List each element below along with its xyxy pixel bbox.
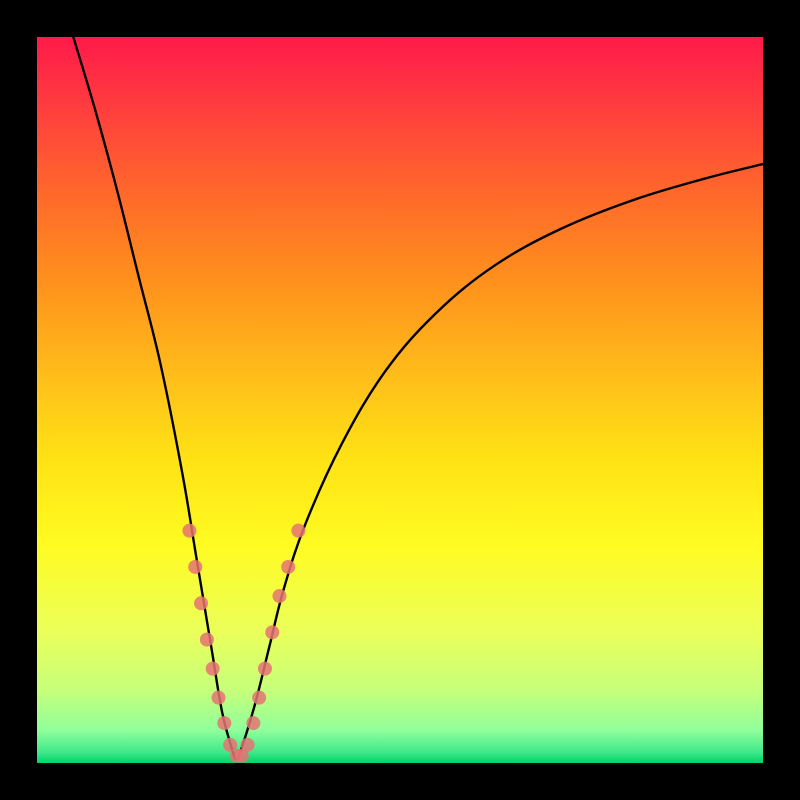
curve-marker [206, 662, 220, 676]
curve-marker [265, 625, 279, 639]
curve-marker [281, 560, 295, 574]
plot-background [37, 37, 763, 763]
chart-container: TheBottleneck.com [0, 0, 800, 800]
curve-marker [188, 560, 202, 574]
curve-marker [252, 691, 266, 705]
curve-marker [200, 633, 214, 647]
curve-marker [272, 589, 286, 603]
bottleneck-curve-chart [0, 0, 800, 800]
curve-marker [258, 662, 272, 676]
curve-marker [182, 524, 196, 538]
curve-marker [194, 596, 208, 610]
curve-marker [212, 691, 226, 705]
curve-marker [217, 716, 231, 730]
curve-marker [246, 716, 260, 730]
curve-marker [291, 524, 305, 538]
curve-marker [241, 738, 255, 752]
